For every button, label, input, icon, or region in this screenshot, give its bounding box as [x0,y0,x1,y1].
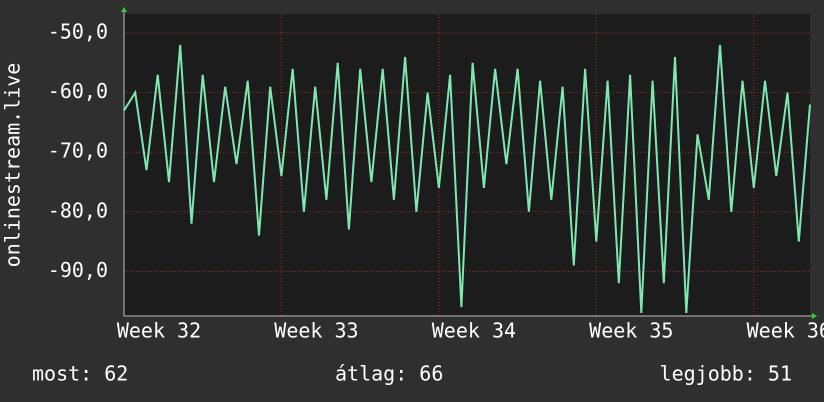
y-axis-label: onlinestream.live [1,63,25,268]
y-tick-label: -60,0 [48,79,108,103]
footer-best: legjobb: 51 [660,362,792,386]
y-tick-label: -80,0 [48,198,108,222]
x-tick-label: Week 32 [117,319,201,343]
y-tick-label: -50,0 [48,20,108,44]
x-tick-label: Week 35 [589,319,673,343]
x-tick-label: Week 33 [274,319,358,343]
x-tick-label: Week 36 [747,319,824,343]
y-tick-label: -70,0 [48,139,108,163]
footer-average: átlag: 66 [335,362,443,386]
footer-current: most: 62 [32,362,128,386]
y-tick-label: -90,0 [48,258,108,282]
axis-arrow [812,313,817,319]
data-line [123,44,811,314]
axis-arrow [121,7,127,12]
x-tick-label: Week 34 [432,319,516,343]
